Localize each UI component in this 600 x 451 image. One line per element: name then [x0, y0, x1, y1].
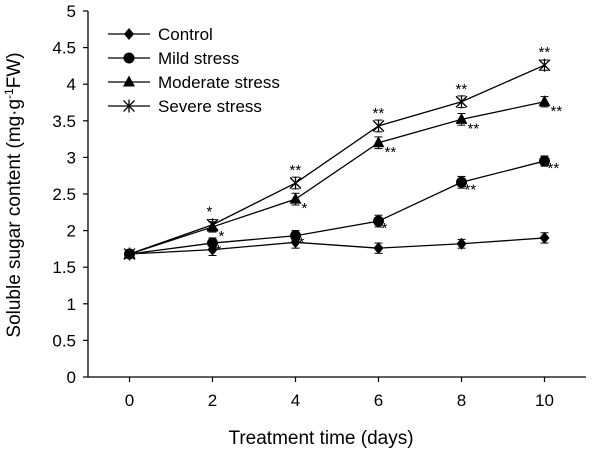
axes: 0 0.5 1 1.5 2 2.5 3 3.5 4 4.5 5 0 2 4 6 8 10: [52, 2, 586, 410]
legend-marker: [123, 99, 135, 113]
series-line: [129, 64, 545, 255]
y-tick-label: 3.5: [52, 112, 76, 131]
legend-item: Severe stress: [108, 97, 262, 116]
data-point: [538, 58, 551, 72]
x-axis-label: Treatment time (days): [228, 428, 413, 449]
significance-label: **: [456, 81, 468, 98]
data-point: [539, 155, 550, 167]
data-point: [456, 176, 467, 188]
significance-label: **: [539, 44, 551, 61]
significance-label: *: [302, 200, 308, 217]
y-axis-label-superscript: -1: [2, 88, 16, 99]
significance-label: *: [299, 235, 305, 252]
legend: Control Mild stress Moderate stress Severe …: [108, 25, 280, 116]
x-tick-label: 0: [125, 391, 134, 410]
x-tick-label: 2: [208, 391, 217, 410]
data-point: [538, 95, 551, 107]
y-tick-label: 0.5: [52, 331, 76, 350]
series-layer: * ***********************: [123, 44, 563, 261]
data-point: [372, 136, 385, 148]
legend-label: Mild stress: [158, 49, 239, 68]
data-point: [539, 231, 550, 244]
legend-marker: [123, 52, 135, 64]
data-point: [289, 192, 302, 204]
significance-label: **: [551, 103, 563, 120]
series-line: [129, 101, 545, 255]
data-point: [206, 218, 219, 232]
significance-label: **: [468, 120, 480, 137]
legend-label: Moderate stress: [158, 73, 280, 92]
significance-label: *: [207, 204, 213, 221]
data-point: [372, 119, 385, 133]
data-point: [207, 237, 218, 249]
series-line: [129, 237, 545, 255]
legend-marker: [124, 28, 134, 40]
data-point: [123, 247, 136, 261]
x-tick-label: 10: [535, 391, 554, 410]
data-point: [373, 215, 384, 227]
series-moderate-stress: ********: [123, 95, 563, 259]
y-tick-label: 2.5: [52, 185, 76, 204]
data-point: [290, 230, 301, 242]
x-tick-label: 6: [374, 391, 383, 410]
y-tick-label: 0: [67, 368, 76, 387]
y-tick-label: 4: [67, 75, 76, 94]
series-line: [129, 160, 545, 255]
data-point: [456, 237, 467, 250]
y-axis-label-main: Soluble sugar content (mg·g: [4, 99, 25, 338]
data-point: [455, 112, 468, 124]
significance-label: *: [216, 242, 222, 259]
significance-label: **: [465, 181, 477, 198]
legend-item: Mild stress: [108, 49, 239, 68]
data-point: [455, 95, 468, 109]
significance-label: **: [548, 160, 560, 177]
y-tick-label: 2: [67, 222, 76, 241]
data-point: [289, 176, 302, 190]
legend-marker: [123, 75, 135, 87]
x-tick-label: 8: [457, 391, 466, 410]
x-tick-label: 4: [291, 391, 300, 410]
y-axis-label: Soluble sugar content (mg·g-1FW): [2, 52, 25, 337]
significance-label: **: [373, 105, 385, 122]
legend-item: Control: [108, 25, 213, 44]
y-tick-label: 4.5: [52, 39, 76, 58]
significance-label: **: [385, 144, 397, 161]
legend-label: Severe stress: [158, 97, 262, 116]
y-axis-label-unit: FW): [4, 52, 25, 88]
significance-label: **: [290, 162, 302, 179]
series-severe-stress: *********: [123, 44, 551, 261]
y-tick-label: 5: [67, 2, 76, 21]
data-point: [373, 242, 384, 255]
y-tick-label: 1.5: [52, 258, 76, 277]
legend-label: Control: [158, 25, 213, 44]
y-tick-label: 3: [67, 148, 76, 167]
series-mild-stress: * ******: [124, 155, 560, 260]
significance-label: *: [382, 220, 388, 237]
significance-label: *: [219, 228, 225, 245]
y-tick-label: 1: [67, 295, 76, 314]
legend-item: Moderate stress: [108, 73, 280, 92]
